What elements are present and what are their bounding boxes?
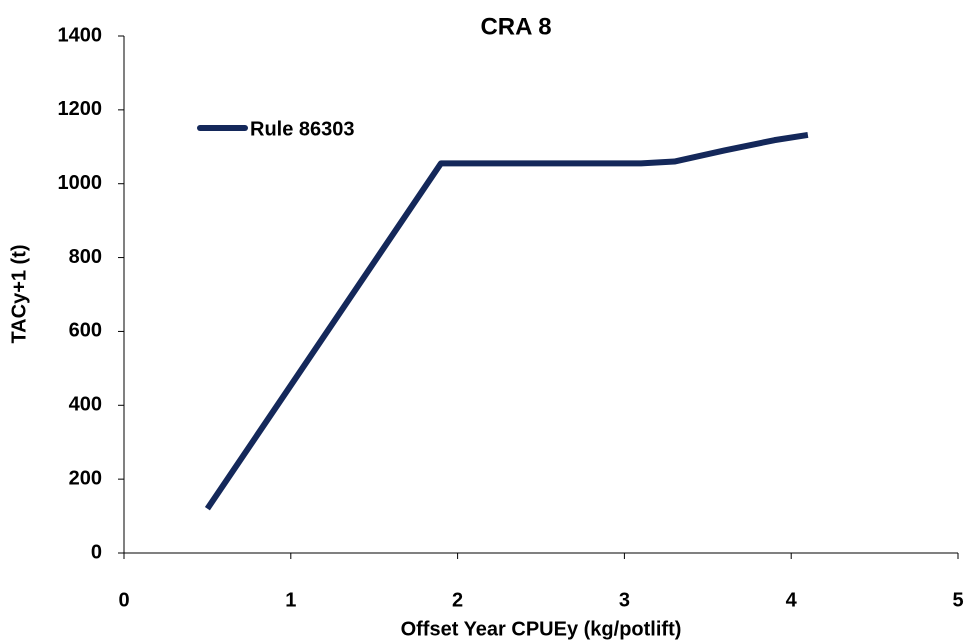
y-tick-label: 0 xyxy=(91,541,102,563)
y-tick-label: 1200 xyxy=(58,98,103,120)
x-axis-label: Offset Year CPUEy (kg/potlift) xyxy=(401,618,682,640)
y-tick-label: 1400 xyxy=(58,24,103,46)
x-tick-label: 5 xyxy=(952,589,963,611)
y-tick-label: 400 xyxy=(69,394,102,416)
x-tick-label: 2 xyxy=(452,589,463,611)
chart-title: CRA 8 xyxy=(480,13,551,40)
series-line xyxy=(204,132,809,511)
legend-label: Rule 86303 xyxy=(250,118,355,140)
y-tick-label: 200 xyxy=(69,467,102,489)
x-tick-label: 0 xyxy=(118,589,129,611)
x-tick-label: 4 xyxy=(786,589,798,611)
x-tick-label: 1 xyxy=(285,589,296,611)
y-tick-label: 600 xyxy=(69,320,102,342)
y-tick-label: 1000 xyxy=(58,172,103,194)
y-axis-label: TACy+1 (t) xyxy=(8,244,30,343)
x-tick-label: 3 xyxy=(619,589,630,611)
y-tick-label: 800 xyxy=(69,246,102,268)
